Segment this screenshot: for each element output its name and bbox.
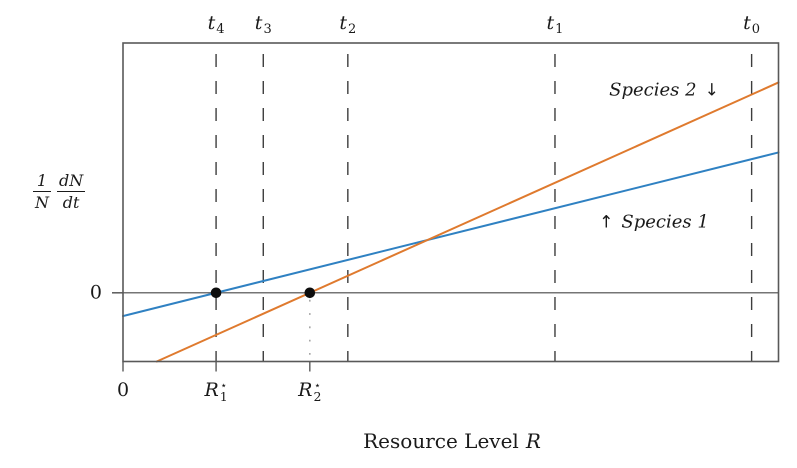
species2-annotation-text: Species 2 bbox=[609, 79, 697, 101]
x-axis-label: Resource Level R bbox=[363, 429, 541, 453]
fraction-numerator: 1 bbox=[33, 171, 51, 192]
down-arrow-icon: ↓ bbox=[704, 80, 719, 100]
zero-crossing-dot-species-2 bbox=[304, 287, 316, 299]
species1-annotation: ↑ Species 1 bbox=[599, 212, 709, 233]
time-marker-sub: 2 bbox=[348, 22, 357, 37]
species1-annotation-text: Species 1 bbox=[621, 211, 709, 233]
star-superscript: ⋆ bbox=[314, 378, 321, 392]
time-marker-sub: 3 bbox=[263, 22, 272, 37]
sup-sub-stack: ⋆ 2 bbox=[313, 378, 322, 404]
time-marker-base: t bbox=[207, 12, 216, 34]
fraction-denominator: N bbox=[35, 193, 49, 212]
time-marker-sub: 1 bbox=[555, 22, 564, 37]
up-arrow-icon: ↑ bbox=[599, 212, 614, 232]
tick-base: R bbox=[298, 379, 313, 401]
plot-frame bbox=[122, 42, 780, 363]
series-line-species-2 bbox=[155, 81, 780, 363]
x-axis-label-text: Resource Level bbox=[363, 429, 519, 453]
y-tick-label-zero: 0 bbox=[89, 281, 102, 304]
time-marker-sub: 4 bbox=[216, 22, 225, 37]
fraction-denominator: dt bbox=[62, 193, 80, 212]
time-marker-base: t bbox=[339, 12, 348, 34]
zero-crossing-dot-species-1 bbox=[210, 287, 222, 299]
time-marker-base: t bbox=[254, 12, 263, 34]
sup-sub-stack: ⋆ 1 bbox=[219, 378, 228, 404]
x-tick-label-r1-star: R ⋆ 1 bbox=[204, 378, 227, 402]
fraction-dN-over-dt: dN dt bbox=[57, 171, 86, 212]
x-axis-variable: R bbox=[525, 429, 541, 453]
tick-base: R bbox=[204, 379, 219, 401]
species2-annotation: Species 2 ↓ bbox=[609, 80, 719, 101]
star-superscript: ⋆ bbox=[220, 378, 228, 392]
x-tick-label-r2-star: R ⋆ 2 bbox=[298, 378, 321, 402]
time-marker-base: t bbox=[743, 12, 751, 34]
series-line-species-1 bbox=[122, 151, 780, 318]
index-subscript: 2 bbox=[313, 388, 322, 404]
tick-text: 0 bbox=[116, 379, 130, 401]
time-marker-sub: 0 bbox=[751, 22, 761, 37]
time-marker-base: t bbox=[546, 12, 555, 34]
x-tick-label-zero: 0 bbox=[117, 378, 129, 402]
fraction-numerator: dN bbox=[57, 171, 86, 192]
index-subscript: 1 bbox=[219, 388, 228, 404]
